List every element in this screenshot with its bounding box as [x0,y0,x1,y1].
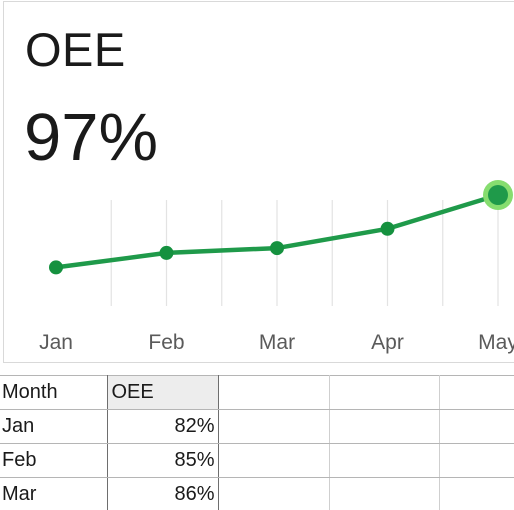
kpi-title: OEE [25,23,126,76]
header-oee[interactable]: OEE [107,375,219,410]
header-month[interactable]: Month [0,375,108,410]
empty-cell[interactable] [439,477,514,510]
cell-oee[interactable]: 82% [107,409,219,444]
empty-cell[interactable] [329,409,440,444]
empty-cell[interactable] [218,477,330,510]
data-point[interactable] [49,260,63,275]
empty-cell[interactable] [439,409,514,444]
cell-month[interactable]: Mar [0,477,108,510]
x-tick-label: May [478,331,514,354]
spreadsheet[interactable]: Month OEE Jan 82% Feb 85% Mar 86% [0,375,514,510]
oee-line-chart: Jan Feb Mar Apr May [39,180,514,354]
x-tick-label: Apr [371,331,404,354]
table-row: Feb 85% [0,443,514,478]
empty-cell[interactable] [218,409,330,444]
x-tick-label: Jan [39,331,73,354]
x-axis-ticks: Jan Feb Mar Apr May [39,331,514,354]
empty-cell[interactable] [329,443,440,478]
chart-card [3,1,514,363]
data-point[interactable] [380,221,395,236]
empty-cell[interactable] [439,443,514,478]
data-points [49,180,513,275]
cell-month[interactable]: Jan [0,409,108,444]
cell-month[interactable]: Feb [0,443,108,478]
table-row: Mar 86% [0,477,514,510]
empty-cell[interactable] [329,477,440,510]
data-point-highlighted[interactable] [488,185,508,205]
kpi-value: 97% [24,100,159,175]
cell-oee[interactable]: 86% [107,477,219,510]
oee-data-table: Month OEE Jan 82% Feb 85% Mar 86% [0,375,514,510]
x-tick-label: Feb [148,331,184,354]
cell-oee[interactable]: 85% [107,443,219,478]
x-tick-label: Mar [259,331,295,354]
table-row: Jan 82% [0,409,514,444]
data-point[interactable] [270,241,284,256]
data-point[interactable] [159,245,174,260]
table-header-row: Month OEE [0,375,514,410]
empty-cell[interactable] [439,375,514,410]
empty-cell[interactable] [218,443,330,478]
empty-cell[interactable] [218,375,330,410]
empty-cell[interactable] [329,375,440,410]
